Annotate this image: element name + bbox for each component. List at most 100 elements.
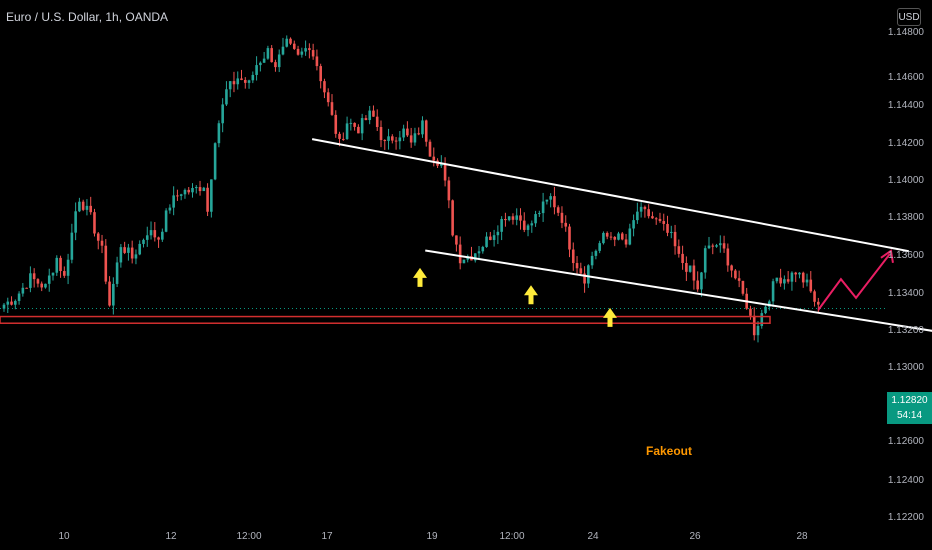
fakeout-label: Fakeout xyxy=(646,444,692,458)
candle-body xyxy=(522,220,526,230)
candle-body xyxy=(44,283,47,288)
candle-body xyxy=(304,48,307,52)
candle-body xyxy=(500,218,503,232)
price-axis[interactable]: 1.14800 1.14600 1.14400 1.14200 1.14000 1.138… xyxy=(888,27,925,523)
candle-body xyxy=(413,133,417,143)
candle-body xyxy=(602,232,605,244)
candle-body xyxy=(251,74,255,81)
candle-body xyxy=(104,245,108,282)
candle-body xyxy=(100,240,104,246)
candle-body xyxy=(496,231,500,236)
candle-body xyxy=(605,232,609,237)
y-tick-label: 1.13000 xyxy=(888,362,925,373)
candle-body xyxy=(647,209,650,217)
candle-body xyxy=(323,81,326,93)
candle-body xyxy=(583,273,586,284)
up-arrow-icon xyxy=(413,267,427,287)
candle-body xyxy=(262,58,266,63)
candle-body xyxy=(183,189,187,195)
candle-body xyxy=(477,251,481,254)
candle-body xyxy=(545,199,549,202)
candle-body xyxy=(613,236,617,240)
candle-series xyxy=(2,35,820,343)
candle-body xyxy=(451,200,454,236)
candle-body xyxy=(579,268,583,274)
upper-trendline xyxy=(311,138,909,253)
candle-body xyxy=(243,79,247,83)
candle-body xyxy=(315,56,319,67)
y-tick-label: 1.13400 xyxy=(888,288,925,299)
candle-body xyxy=(349,122,353,124)
candle-body xyxy=(142,239,145,244)
candle-body xyxy=(421,120,424,135)
candle-body xyxy=(81,201,85,210)
candle-body xyxy=(440,163,443,166)
candle-body xyxy=(206,187,209,212)
candle-body xyxy=(25,287,28,289)
candle-body xyxy=(274,62,277,68)
candle-body xyxy=(59,257,62,272)
candle-body xyxy=(319,66,322,82)
candle-body xyxy=(281,46,285,55)
candle-body xyxy=(383,140,387,142)
currency-button[interactable]: USD xyxy=(897,8,921,26)
x-tick-label: 17 xyxy=(321,531,333,542)
candle-body xyxy=(338,133,341,139)
x-tick-label: 10 xyxy=(58,531,70,542)
candle-body xyxy=(259,62,262,66)
candle-body xyxy=(213,143,217,180)
candle-body xyxy=(700,272,703,290)
candle-body xyxy=(485,236,488,247)
candle-body xyxy=(409,135,413,143)
y-tick-label: 1.14200 xyxy=(888,138,925,149)
y-tick-label: 1.12400 xyxy=(888,475,925,486)
candle-body xyxy=(51,272,55,276)
candle-body xyxy=(221,104,224,124)
candle-body xyxy=(74,211,77,233)
candle-body xyxy=(277,54,281,68)
candle-body xyxy=(55,257,59,273)
last-price-badge: 1.12820 54:14 xyxy=(887,392,932,424)
y-tick-label: 1.14000 xyxy=(888,175,925,186)
candle-body xyxy=(145,235,149,240)
candle-body xyxy=(368,110,371,121)
candle-body xyxy=(771,281,775,302)
candle-body xyxy=(66,259,70,276)
candle-body xyxy=(232,81,236,85)
candle-body xyxy=(176,195,179,197)
candle-body xyxy=(632,220,635,229)
candle-body xyxy=(432,156,436,161)
candle-body xyxy=(296,48,300,55)
candle-body xyxy=(677,246,681,254)
candle-body xyxy=(406,128,409,136)
candle-body xyxy=(85,205,89,210)
candle-body xyxy=(10,301,13,305)
candle-body xyxy=(549,196,552,200)
candle-body xyxy=(752,315,756,336)
candle-body xyxy=(564,222,568,227)
candle-body xyxy=(489,236,492,240)
candle-body xyxy=(228,81,232,90)
candle-body xyxy=(654,218,658,220)
x-tick-label: 19 xyxy=(426,531,438,542)
support-zone xyxy=(0,315,771,324)
candle-body xyxy=(481,246,485,252)
projection-arrowhead xyxy=(880,249,894,264)
candle-body xyxy=(289,38,292,44)
candle-body xyxy=(560,212,564,223)
candle-body xyxy=(783,279,786,284)
candle-body xyxy=(737,278,741,281)
candle-body xyxy=(507,216,511,221)
candle-body xyxy=(225,89,228,105)
candle-body xyxy=(624,239,628,245)
candle-body xyxy=(809,279,813,292)
candle-body xyxy=(707,245,711,249)
lower-trendline xyxy=(425,249,932,332)
candle-body xyxy=(6,301,10,305)
candle-body xyxy=(21,287,25,294)
time-axis[interactable]: 10 12 12:00 17 19 12:00 24 26 28 xyxy=(58,531,808,542)
candle-body xyxy=(790,272,794,282)
drawing-overlays: Fakeout xyxy=(0,138,932,458)
candle-body xyxy=(89,205,93,213)
